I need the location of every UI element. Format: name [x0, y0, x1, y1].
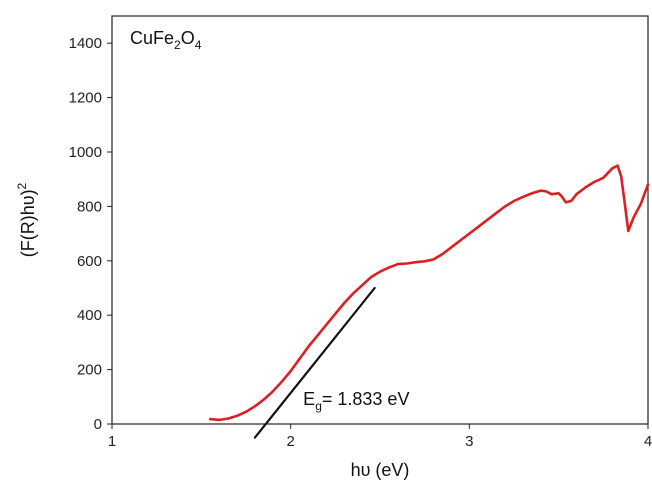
- plot-frame: [111, 15, 649, 425]
- x-axis-label: hυ (eV): [351, 460, 410, 480]
- y-tick-label: 1400: [69, 35, 102, 52]
- y-tick-label: 400: [77, 307, 102, 324]
- x-tick-label: 2: [286, 433, 294, 450]
- bandgap-annotation: Eg= 1.833 eV: [303, 389, 409, 413]
- fit-layer: [253, 286, 376, 439]
- y-tick-label: 1000: [69, 144, 102, 161]
- axis-ticks: 1 2 3 4 0 200 400 600 800 1000 1200 1400: [69, 35, 652, 450]
- x-tick-label: 1: [108, 433, 116, 450]
- y-tick-label: 0: [94, 416, 102, 433]
- absorption-curve: [209, 164, 650, 422]
- y-tick-label: 600: [77, 253, 102, 270]
- sample-label: CuFe2O4: [130, 28, 202, 52]
- y-tick-label: 800: [77, 198, 102, 215]
- y-tick-label: 200: [77, 362, 102, 379]
- x-tick-label: 4: [644, 433, 652, 450]
- y-axis-label: (F(R)hυ)2: [15, 182, 38, 257]
- x-tick-label: 3: [465, 433, 473, 450]
- tangent-fit-line: [253, 286, 376, 439]
- y-tick-label: 1200: [69, 90, 102, 107]
- series-layer: [209, 164, 650, 422]
